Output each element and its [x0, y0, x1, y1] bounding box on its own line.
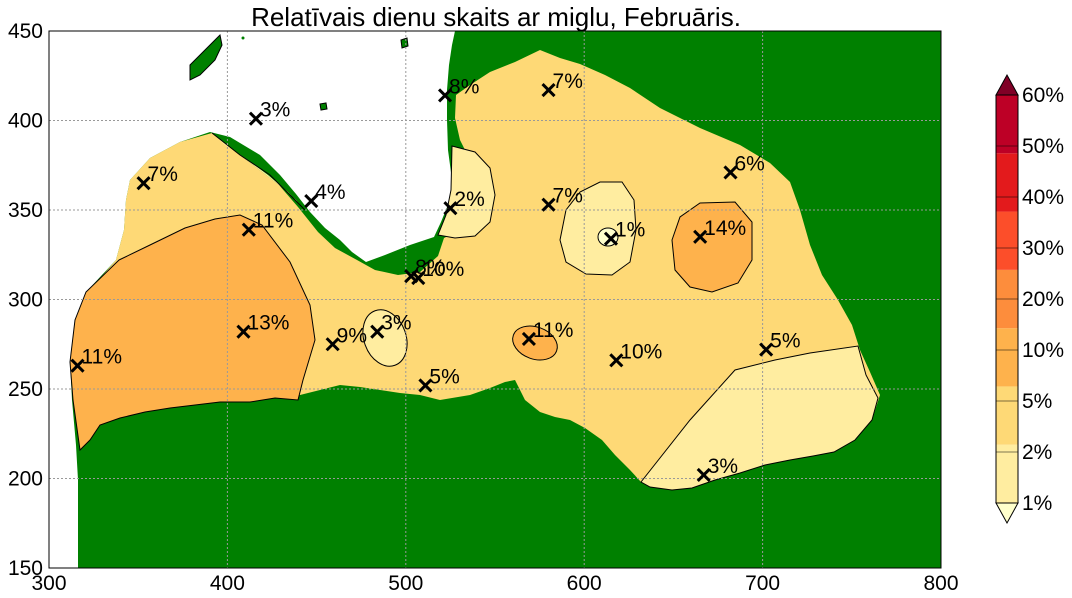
station-marker: [370, 324, 385, 339]
station-label: 5%: [429, 365, 459, 388]
station-marker: [759, 342, 774, 357]
colorbar-label: 60%: [1022, 84, 1064, 107]
x-tick-label: 300: [31, 572, 66, 595]
station-label: 2%: [454, 188, 484, 211]
station-label: 14%: [704, 217, 746, 240]
grid: [49, 31, 941, 568]
plot-frame: [48, 30, 942, 569]
station-label: 7%: [148, 163, 178, 186]
colorbar-segment: [996, 328, 1018, 387]
station-marker: [437, 88, 453, 103]
y-tick-label: 400: [8, 110, 43, 133]
sea-area: [49, 31, 455, 568]
y-tick-label: 200: [8, 468, 43, 491]
station-label: 3%: [381, 312, 411, 335]
colorbar-label: 2%: [1022, 441, 1052, 464]
station-marker: [418, 378, 433, 393]
colorbar-segment: [996, 444, 1018, 503]
colorbar-label: 10%: [1022, 339, 1064, 362]
island-icon: [319, 102, 328, 111]
map-title: Relatīvais dienu skaits ar miglu, Februā…: [251, 2, 741, 32]
island-icon: [189, 33, 223, 81]
station-marker: [443, 201, 458, 216]
station-marker: [236, 324, 251, 339]
station-marker: [241, 222, 256, 237]
colorbar-label: 5%: [1022, 390, 1052, 413]
station-marker: [521, 331, 536, 346]
colorbar-label: 30%: [1022, 237, 1064, 260]
station-marker: [541, 197, 556, 212]
band-2-5-southeast: [640, 345, 879, 491]
x-tick-label: 400: [210, 572, 245, 595]
band-10-20-northeast: [671, 201, 753, 293]
band-2-5-center: [362, 309, 408, 367]
station-marker: [723, 165, 738, 180]
station-label: 7%: [553, 185, 583, 208]
station-label: 1%: [615, 219, 645, 242]
band-10-20-west: [69, 214, 316, 452]
station-marker: [696, 467, 711, 482]
y-tick-label: 350: [8, 199, 43, 222]
y-tick-label: 300: [8, 289, 43, 312]
station-label: 10%: [422, 258, 464, 281]
y-tick-label: 450: [8, 20, 43, 43]
station-marker: [248, 111, 264, 126]
station-label: 11%: [253, 210, 293, 233]
station-label: 8%: [449, 75, 479, 98]
y-tick-label: 250: [8, 378, 43, 401]
colorbar-label: 20%: [1022, 288, 1064, 311]
station-label: 4%: [315, 181, 345, 204]
colorbar-label: 1%: [1022, 492, 1052, 515]
x-tick-label: 600: [567, 572, 602, 595]
colorbar-segment: [996, 211, 1018, 270]
station-marker: [325, 337, 340, 352]
station-marker: [411, 270, 426, 286]
station-marker: [304, 193, 319, 209]
colorbar: 1% 2% 5% 10% 20% 30% 40% 50% 60%: [995, 73, 1064, 525]
island-icon: [400, 37, 409, 49]
colorbar-segment: [996, 95, 1018, 154]
station-label: 5%: [770, 330, 800, 353]
station-label: 10%: [620, 340, 662, 363]
station-marker: [136, 176, 151, 191]
colorbar-extend-max: [995, 73, 1019, 96]
station-marker: [609, 353, 624, 368]
x-tick-label: 500: [388, 572, 423, 595]
station-marker: [70, 358, 85, 373]
station-label: 6%: [734, 152, 764, 175]
contour-line: [211, 132, 306, 211]
island-icon: [241, 36, 245, 40]
colorbar-label: 40%: [1022, 186, 1064, 209]
colorbar-segment: [996, 153, 1018, 212]
station-label: 9%: [337, 324, 367, 347]
station-marker: [603, 231, 619, 246]
band-2-5-northeast: [559, 181, 637, 276]
x-tick-label: 800: [923, 572, 958, 595]
x-tick-label: 700: [745, 572, 780, 595]
station-label: 3%: [708, 455, 738, 478]
station-marker: [541, 83, 556, 98]
station-label: 11%: [82, 346, 122, 369]
y-tick-label: 150: [8, 557, 43, 580]
colorbar-extend-min: [995, 502, 1019, 525]
station-label: 11%: [533, 319, 573, 342]
station-marker: [693, 229, 708, 244]
colorbar-label: 50%: [1022, 135, 1064, 158]
station-label: 3%: [260, 99, 290, 122]
station-label: 7%: [553, 70, 583, 93]
axis-ticks: 300 400 500 600 700 800 150 200 250 300 350 400 450: [8, 20, 959, 595]
colorbar-segment: [996, 386, 1018, 445]
stations: 11%7%13%11%3%4%9%3%8%10%5%8%2%11%7%7%1%1…: [70, 70, 801, 482]
station-label: 13%: [247, 312, 289, 335]
